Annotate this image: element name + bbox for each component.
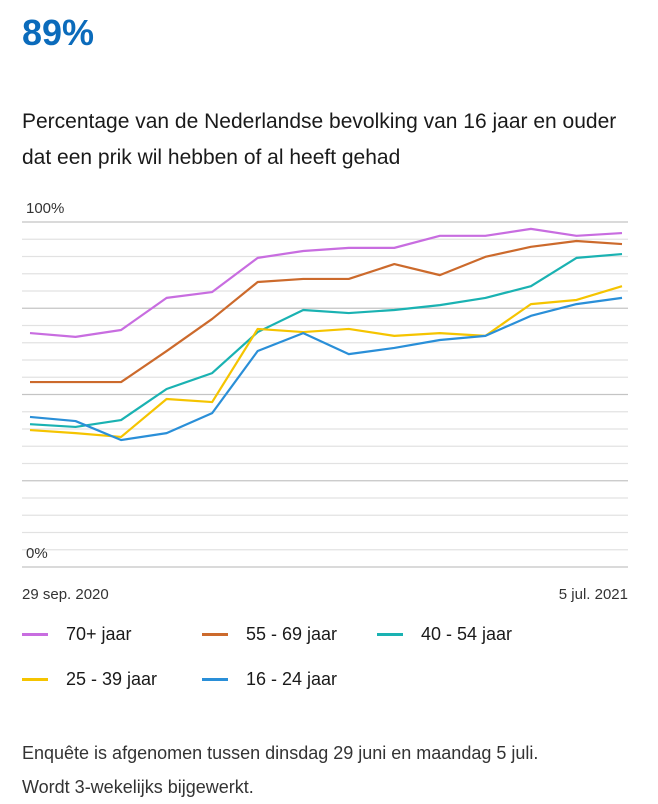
legend-item: 55 - 69 jaar — [202, 624, 377, 645]
series-line — [29, 285, 623, 439]
y-tick-label: 0% — [26, 545, 48, 562]
legend-label: 25 - 39 jaar — [66, 669, 158, 689]
legend-item: 40 - 54 jaar — [377, 624, 557, 645]
legend-swatch — [202, 678, 228, 681]
chart-title: Percentage van de Nederlandse bevolking … — [22, 110, 617, 169]
legend-label: 16 - 24 jaar — [246, 669, 338, 689]
series-line — [29, 296, 623, 442]
legend-swatch — [377, 633, 403, 636]
series-line — [29, 227, 623, 338]
x-tick-label: 5 jul. 2021 — [559, 586, 628, 603]
legend-item: 25 - 39 jaar — [22, 669, 202, 690]
legend-swatch — [22, 633, 48, 636]
y-tick-label: 100% — [26, 200, 64, 217]
footer-line: Enquête is afgenomen tussen dinsdag 29 j… — [22, 743, 539, 763]
footer: Enquête is afgenomen tussen dinsdag 29 j… — [22, 736, 652, 804]
legend-item: 70+ jaar — [22, 624, 202, 645]
footer-line: Wordt 3-wekelijks bijgewerkt. — [22, 777, 254, 797]
series-line — [29, 252, 623, 429]
x-tick-label: 29 sep. 2020 — [22, 586, 109, 603]
legend: 70+ jaar 55 - 69 jaar 40 - 54 jaar 25 - 39 … — [22, 624, 642, 690]
chart: 0% 100% 29 sep. 2020 5 jul. 2021 — [22, 200, 628, 603]
legend-label: 70+ jaar — [66, 624, 132, 644]
legend-swatch — [22, 678, 48, 681]
legend-label: 55 - 69 jaar — [246, 624, 338, 644]
headline: 89% — [22, 12, 95, 53]
legend-label: 40 - 54 jaar — [421, 624, 513, 644]
legend-swatch — [202, 633, 228, 636]
series-line — [30, 239, 623, 384]
legend-item: 16 - 24 jaar — [202, 669, 377, 690]
